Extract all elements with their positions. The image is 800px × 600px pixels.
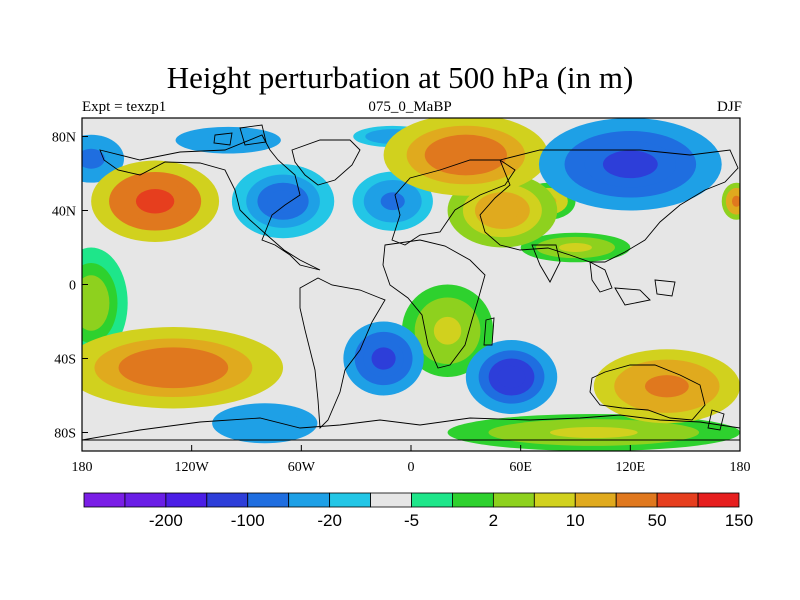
colorbar-swatch <box>411 492 453 508</box>
coastline-south-america <box>299 277 386 430</box>
colorbar <box>83 492 740 508</box>
colorbar-swatch <box>574 492 617 508</box>
coastline-greenland <box>291 139 361 186</box>
field-blob <box>135 189 175 214</box>
y-tick-label: 80N <box>52 131 76 146</box>
y-tick-label: 40N <box>52 205 76 220</box>
coastline-europe <box>391 159 516 246</box>
field-blob <box>485 199 519 222</box>
colorbar-swatch <box>329 492 371 508</box>
colorbar-swatch <box>206 492 249 508</box>
colorbar-swatch <box>83 492 126 508</box>
colorbar-label: 2 <box>489 511 498 530</box>
y-tick-label: 0 <box>69 279 76 294</box>
y-tick-label: 80S <box>54 427 76 442</box>
colorbar-swatch <box>370 492 412 508</box>
coastline-africa <box>382 239 486 369</box>
field-blob <box>433 316 462 345</box>
field-blob <box>267 190 299 213</box>
axis-ticks <box>81 136 741 451</box>
colorbar-swatch <box>124 492 167 508</box>
coastline-india <box>531 244 561 283</box>
coastline-southeast-asia <box>589 261 676 306</box>
colorbar-swatch <box>452 492 494 508</box>
field-blob <box>242 414 287 432</box>
colorbar-swatch <box>288 492 331 508</box>
field-blob <box>371 347 396 370</box>
plot-title: Height perturbation at 500 hPa (in m) <box>166 60 634 95</box>
coastline-north-america <box>99 134 321 271</box>
field-blob <box>441 142 491 168</box>
colorbar-label: -20 <box>317 511 342 530</box>
coastline-madagascar <box>483 317 495 346</box>
experiment-label: Expt = texzp1 <box>82 99 167 115</box>
x-tick-label: 120E <box>616 460 646 475</box>
colorbar-swatch <box>615 492 658 508</box>
x-tick-label: 60W <box>288 460 316 475</box>
coastlines <box>82 124 740 441</box>
colorbar-swatch <box>492 492 535 508</box>
coastline-asia <box>479 149 739 263</box>
coastline-new-zealand <box>707 409 725 431</box>
field-blob <box>549 426 638 439</box>
field-blob <box>731 195 740 207</box>
x-tick-label: 180 <box>730 460 751 475</box>
coastline-antarctica <box>82 414 740 441</box>
x-tick-label: 60E <box>509 460 532 475</box>
coastline-australia <box>589 364 706 421</box>
colorbar-labels: -200 -100 -20 -5 2 10 50 150 <box>149 511 753 530</box>
field-blob <box>497 365 526 389</box>
field-blob <box>559 243 592 252</box>
time-label: 075_0_MaBP <box>368 99 452 115</box>
colorbar-label: -100 <box>231 511 265 530</box>
x-tick-label: 180 <box>72 460 93 475</box>
colorbar-label: 50 <box>648 511 667 530</box>
field-blob <box>380 192 405 211</box>
field-blob <box>82 148 105 169</box>
x-tick-label: 120W <box>175 460 210 475</box>
colorbar-swatch <box>656 492 699 508</box>
field-blob <box>602 150 658 179</box>
colorbar-label: -200 <box>149 511 183 530</box>
coastline-canadian-archipelago <box>213 124 267 146</box>
y-tick-label: 40S <box>54 353 76 368</box>
field-blob <box>140 355 207 380</box>
colorbar-swatch <box>247 492 290 508</box>
colorbar-label: 10 <box>566 511 585 530</box>
colorbar-label: 150 <box>725 511 753 530</box>
field-blob <box>644 375 689 398</box>
colorbar-swatch <box>165 492 208 508</box>
perturbation-field <box>82 118 740 451</box>
colorbar-swatch <box>533 492 576 508</box>
x-tick-label: 0 <box>408 460 415 475</box>
field-blob <box>82 286 103 320</box>
colorbar-label: -5 <box>404 511 419 530</box>
season-label: DJF <box>716 99 742 115</box>
colorbar-swatch <box>697 492 740 508</box>
axis-labels: 180 120W 60W 0 60E 120E 180 80N 40N 0 40S 80S <box>52 131 751 476</box>
